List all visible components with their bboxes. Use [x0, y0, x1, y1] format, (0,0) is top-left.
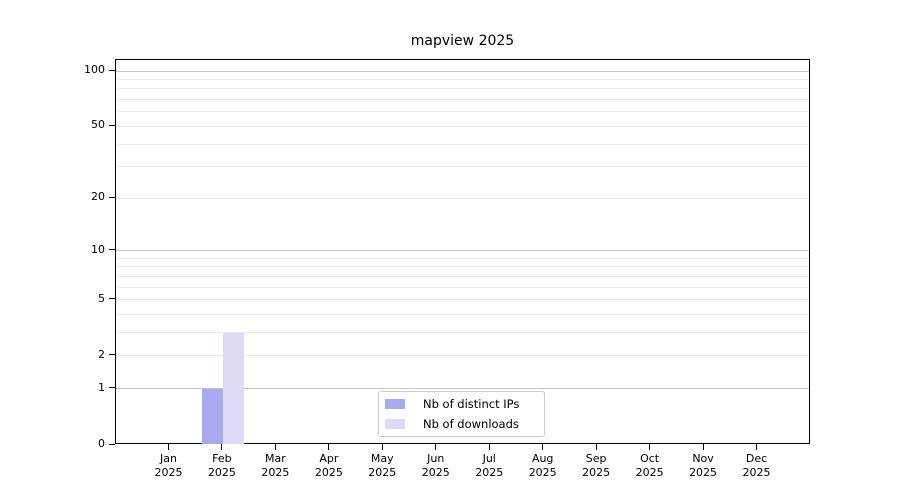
chart-title: mapview 2025 — [410, 33, 515, 49]
y-tick-label: 1 — [98, 380, 105, 394]
gridline — [116, 166, 809, 168]
y-tick-mark — [109, 354, 115, 356]
legend-swatch-distinct-ips — [385, 398, 405, 409]
legend-item-distinct-ips: Nb of distinct IPs — [379, 395, 544, 413]
x-tick-mark — [756, 444, 758, 450]
gridline — [116, 299, 809, 301]
x-tick-mark — [702, 444, 704, 450]
y-tick-label: 5 — [98, 291, 105, 305]
y-tick-mark — [109, 443, 115, 445]
x-tick-label: Jan 2025 — [154, 452, 183, 479]
x-tick-label: Oct 2025 — [635, 452, 664, 479]
x-tick-label: Dec 2025 — [742, 452, 771, 479]
x-tick-mark — [488, 444, 490, 450]
legend: Nb of distinct IPs Nb of downloads — [378, 391, 545, 437]
y-tick-label: 0 — [98, 437, 105, 450]
legend-label-distinct-ips: Nb of distinct IPs — [423, 396, 520, 411]
x-tick-mark — [167, 444, 169, 450]
y-tick-mark — [109, 69, 115, 71]
gridline — [116, 266, 809, 268]
x-tick-label: Jul 2025 — [475, 452, 504, 479]
gridline — [116, 88, 809, 90]
gridline — [116, 197, 809, 199]
gridline — [116, 111, 809, 113]
y-tick-mark — [109, 387, 115, 389]
x-tick-mark — [381, 444, 383, 450]
y-tick-label: 100 — [84, 63, 105, 76]
gridline — [116, 286, 809, 288]
x-tick-mark — [221, 444, 223, 450]
gridline — [116, 250, 809, 252]
x-tick-mark — [328, 444, 330, 450]
bar-downloads-feb-2025 — [222, 332, 245, 444]
gridline — [116, 70, 809, 72]
gridline — [116, 125, 809, 127]
legend-label-downloads: Nb of downloads — [423, 417, 519, 432]
y-tick-mark — [109, 249, 115, 251]
gridline — [116, 355, 809, 357]
gridline — [116, 388, 809, 390]
bar-distinct-ips-feb-2025 — [201, 388, 223, 444]
y-tick-label: 50 — [91, 118, 105, 132]
x-tick-label: Jun 2025 — [421, 452, 450, 479]
gridline — [116, 332, 809, 334]
x-tick-label: Sep 2025 — [582, 452, 611, 479]
y-tick-label: 2 — [98, 347, 105, 361]
x-tick-label: Apr 2025 — [314, 452, 343, 479]
x-tick-label: Feb 2025 — [207, 452, 236, 479]
x-tick-mark — [274, 444, 276, 450]
x-tick-mark — [435, 444, 437, 450]
gridline — [116, 143, 809, 145]
x-tick-mark — [649, 444, 651, 450]
x-tick-label: Aug 2025 — [528, 452, 557, 479]
plot-area — [115, 59, 810, 444]
gridline — [116, 275, 809, 277]
x-tick-label: May 2025 — [368, 452, 397, 479]
legend-swatch-downloads — [385, 419, 405, 430]
legend-item-downloads: Nb of downloads — [379, 415, 544, 433]
x-tick-mark — [595, 444, 597, 450]
gridline — [116, 99, 809, 101]
gridline — [116, 78, 809, 80]
y-tick-mark — [109, 298, 115, 300]
gridline — [116, 257, 809, 259]
y-tick-label: 10 — [91, 242, 105, 256]
x-tick-label: Mar 2025 — [261, 452, 290, 479]
y-tick-mark — [109, 196, 115, 198]
x-tick-label: Nov 2025 — [689, 452, 718, 479]
y-tick-mark — [109, 124, 115, 126]
gridline — [116, 314, 809, 316]
x-tick-mark — [542, 444, 544, 450]
y-tick-label: 20 — [91, 190, 105, 204]
